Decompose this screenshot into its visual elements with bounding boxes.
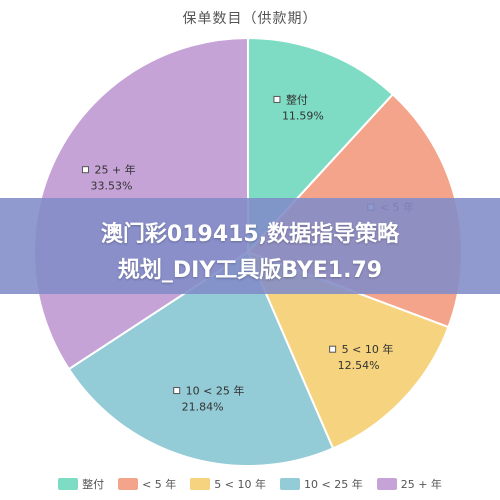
pie-slice-2 bbox=[246, 250, 450, 450]
slice-label-marker-4 bbox=[81, 166, 89, 174]
chart-title: 保单数目（供款期） bbox=[182, 11, 318, 27]
legend-label-2: 5 < 10 年 bbox=[214, 478, 266, 491]
legend-label-1: < 5 年 bbox=[142, 478, 177, 491]
legend-label-0: 整付 bbox=[82, 478, 105, 491]
banner-line-1: 澳门彩019415,数据指导策略 bbox=[100, 222, 400, 247]
legend-label-4: 25 + 年 bbox=[400, 478, 442, 491]
slice-label-value-2: 12.54% bbox=[338, 359, 380, 372]
legend-swatch-1 bbox=[118, 478, 139, 490]
slice-label-marker-0 bbox=[273, 95, 281, 103]
legend-item-1: < 5 年 bbox=[118, 476, 176, 492]
legend-swatch-3 bbox=[280, 478, 300, 490]
slice-label-3: 10 < 25 年 21.84% bbox=[173, 384, 245, 414]
legend-item-2: 5 < 10 年 bbox=[190, 476, 266, 492]
legend-swatch-2 bbox=[190, 478, 211, 490]
legend-swatch-0 bbox=[58, 478, 79, 490]
legend-item-0: 整付 bbox=[58, 476, 104, 492]
slice-label-value-4: 33.53% bbox=[90, 180, 132, 193]
slice-label-name-4: 25 + 年 bbox=[94, 163, 135, 177]
legend-item-3: 10 < 25 年 bbox=[280, 476, 363, 492]
legend-label-3: 10 < 25 年 bbox=[304, 478, 363, 491]
slice-label-marker-2 bbox=[329, 345, 337, 353]
pie-slice-3 bbox=[67, 250, 335, 467]
chart-legend: 整付 < 5 年 5 < 10 年 10 < 25 年 25 + 年 bbox=[0, 474, 500, 494]
slice-label-4: 25 + 年 33.53% bbox=[81, 163, 136, 193]
slice-label-0: 整付 11.59% bbox=[273, 92, 324, 122]
banner-line-2: 规划_DIY工具版BYE1.79 bbox=[117, 258, 383, 283]
slice-label-2: 5 < 10 年 12.54% bbox=[329, 342, 394, 372]
slice-label-name-2: 5 < 10 年 bbox=[342, 342, 394, 356]
legend-item-4: 25 + 年 bbox=[376, 476, 442, 492]
slice-label-marker-3 bbox=[173, 387, 181, 395]
slice-label-name-3: 10 < 25 年 bbox=[186, 384, 245, 398]
legend-swatch-4 bbox=[376, 478, 397, 490]
overlay-banner: 澳门彩019415,数据指导策略 规划_DIY工具版BYE1.79 bbox=[0, 198, 500, 294]
slice-label-value-0: 11.59% bbox=[282, 109, 324, 122]
slice-label-name-0: 整付 bbox=[286, 92, 308, 106]
slice-label-value-3: 21.84% bbox=[182, 401, 224, 414]
